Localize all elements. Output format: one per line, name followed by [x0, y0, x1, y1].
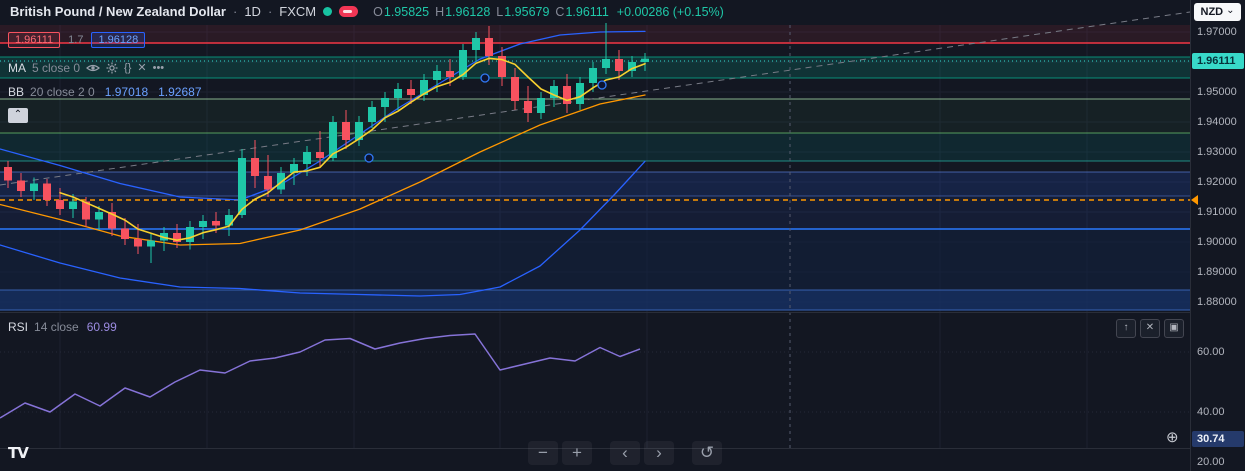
price-tag-blue[interactable]: 1.96128 — [91, 32, 146, 48]
price-chart-canvas[interactable] — [0, 0, 1190, 471]
ma-indicator-legend[interactable]: MA 5 close 0 {} ✕ ••• — [8, 61, 164, 75]
chart-header: British Pound / New Zealand Dollar · 1D … — [10, 4, 724, 19]
rsi-indicator-legend[interactable]: RSI 14 close 60.99 — [8, 320, 117, 334]
high-label: H — [435, 4, 445, 19]
pane-controls: ↑ ✕ ▣ — [1116, 319, 1184, 338]
remove-indicator-icon[interactable]: ✕ — [137, 62, 147, 74]
price-axis-label: 1.91000 — [1197, 206, 1237, 218]
ma-name: MA — [8, 61, 26, 75]
open-label: O — [373, 4, 383, 19]
close-value: 1.96111 — [565, 4, 609, 19]
price-axis-label: 1.92000 — [1197, 176, 1237, 188]
alert-arrow-icon[interactable] — [1191, 195, 1198, 205]
zoom-out-button[interactable]: − — [528, 441, 558, 465]
pane-close-button[interactable]: ✕ — [1140, 319, 1160, 338]
more-options-icon[interactable]: ••• — [152, 62, 165, 74]
price-tag-red[interactable]: 1.96111 — [8, 32, 61, 48]
market-status-dot-icon[interactable] — [323, 7, 333, 16]
price-axis-label: 1.97000 — [1197, 26, 1237, 38]
time-axis-separator — [0, 448, 1245, 449]
add-alert-plus-button[interactable]: ⊕ — [1166, 429, 1179, 446]
currency-label: NZD — [1200, 6, 1224, 18]
bb-name: BB — [8, 85, 25, 99]
last-price-label: 1.96111 — [1192, 53, 1244, 69]
rsi-axis-label: 60.00 — [1197, 346, 1225, 358]
collapse-button[interactable]: ⌃ — [8, 108, 28, 123]
tradingview-logo[interactable]: TV — [8, 444, 29, 462]
timeframe-label[interactable]: 1D — [244, 4, 261, 19]
pane-move-up-button[interactable]: ↑ — [1116, 319, 1136, 338]
price-axis-label: 1.90000 — [1197, 236, 1237, 248]
scroll-left-button[interactable]: ‹ — [610, 441, 640, 465]
source-code-icon[interactable]: {} — [124, 62, 132, 74]
rsi-params: 14 close — [34, 320, 79, 334]
price-axis-label: 1.89000 — [1197, 266, 1237, 278]
reset-chart-button[interactable]: ↺ — [692, 441, 722, 465]
eye-icon[interactable] — [86, 63, 100, 73]
low-value: 1.95679 — [504, 4, 550, 19]
price-axis-label: 1.93000 — [1197, 146, 1237, 158]
ma-params: 5 close 0 — [32, 61, 81, 75]
price-axis-label: 1.94000 — [1197, 116, 1237, 128]
price-change: +0.00286 (+0.15%) — [616, 4, 724, 19]
exchange-label[interactable]: FXCM — [279, 4, 317, 19]
ohlc-readout: O 1.95825 H 1.96128 L 1.95679 C 1.96111 +0.0… — [373, 5, 724, 19]
rsi-name: RSI — [8, 320, 29, 334]
currency-selector[interactable]: NZD ⌄ — [1194, 3, 1241, 21]
zoom-in-button[interactable]: + — [562, 441, 592, 465]
low-label: L — [496, 4, 504, 19]
position-size-label: 1.7 — [68, 34, 84, 46]
close-label: C — [555, 4, 565, 19]
pane-separator[interactable] — [0, 312, 1245, 313]
bb-indicator-legend[interactable]: BB 20 close 2 0 1.97018 1.92687 — [8, 85, 202, 99]
open-value: 1.95825 — [383, 4, 430, 19]
chart-navigation-toolbar: − + ‹ › ↺ — [528, 441, 722, 465]
bb-lower-value: 1.92687 — [158, 85, 202, 99]
high-value: 1.96128 — [445, 4, 491, 19]
rsi-value: 60.99 — [86, 320, 117, 334]
price-tags-row: 1.96111 1.7 1.96128 — [8, 32, 146, 48]
rsi-axis-label: 20.00 — [1197, 456, 1225, 468]
bb-upper-value: 1.97018 — [104, 85, 149, 99]
separator-dot: · — [267, 4, 273, 19]
price-axis[interactable]: 1.96111 30.74 1.97000 1.95000 1.94000 1.930… — [1190, 0, 1245, 471]
separator-dot: · — [232, 4, 238, 19]
bb-params: 20 close 2 0 — [30, 85, 95, 99]
notification-pill-icon[interactable] — [339, 6, 359, 17]
scroll-right-button[interactable]: › — [644, 441, 674, 465]
price-axis-label: 1.95000 — [1197, 86, 1237, 98]
symbol-title[interactable]: British Pound / New Zealand Dollar — [10, 4, 226, 19]
gear-icon[interactable] — [106, 62, 118, 74]
chevron-down-icon: ⌄ — [1226, 5, 1235, 16]
rsi-level-label: 30.74 — [1192, 431, 1244, 447]
pane-maximize-button[interactable]: ▣ — [1164, 319, 1184, 338]
price-axis-label: 1.88000 — [1197, 296, 1237, 308]
rsi-axis-label: 40.00 — [1197, 406, 1225, 418]
